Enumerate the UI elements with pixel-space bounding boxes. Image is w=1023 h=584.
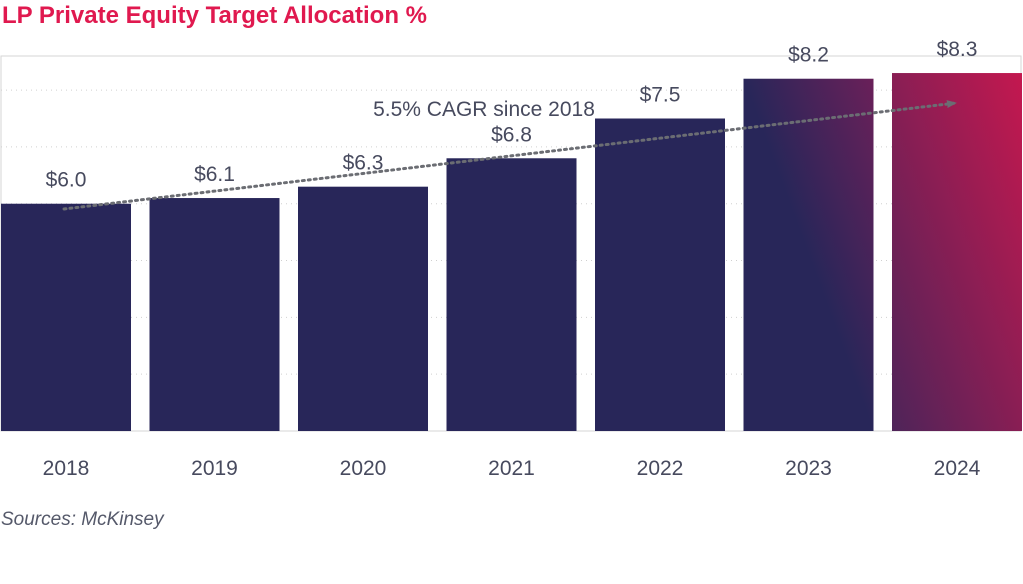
x-tick-2020: 2020	[340, 457, 387, 480]
x-axis-ticks: 2018 2019 2020 2021 2022 2023 2024	[43, 457, 981, 480]
bar-2024	[892, 73, 1022, 431]
bar-2023	[743, 78, 874, 432]
cagr-annotation: 5.5% CAGR since 2018	[373, 98, 595, 121]
bar-2018	[1, 203, 131, 431]
value-label-2023: $8.2	[788, 44, 829, 67]
value-label-2022: $7.5	[640, 84, 681, 107]
value-labels: $6.0 $6.1 $6.3 $6.8 $7.5 $8.2 $8.3	[46, 38, 978, 192]
x-tick-2018: 2018	[43, 457, 90, 480]
bar-2021	[446, 158, 577, 432]
bar-2020	[298, 186, 428, 431]
cagr-trend-arrow	[62, 100, 958, 211]
bar-2022	[595, 118, 725, 431]
chart-title: LP Private Equity Target Allocation %	[2, 2, 427, 29]
value-label-2018: $6.0	[46, 169, 87, 192]
source-note: Sources: McKinsey	[1, 509, 164, 530]
x-tick-2021: 2021	[488, 457, 535, 480]
x-tick-2023: 2023	[785, 457, 832, 480]
bar-chart: $6.0 $6.1 $6.3 $6.8 $7.5 $8.2 $8.3 2018 2019 202…	[0, 38, 1022, 480]
x-tick-2024: 2024	[934, 457, 981, 480]
value-label-2021: $6.8	[491, 123, 532, 146]
value-label-2024: $8.3	[937, 38, 978, 61]
value-label-2019: $6.1	[194, 163, 235, 186]
x-tick-2019: 2019	[191, 457, 238, 480]
x-tick-2022: 2022	[637, 457, 684, 480]
bar-2019	[149, 198, 280, 431]
value-label-2020: $6.3	[343, 152, 384, 175]
bars	[1, 73, 1022, 432]
